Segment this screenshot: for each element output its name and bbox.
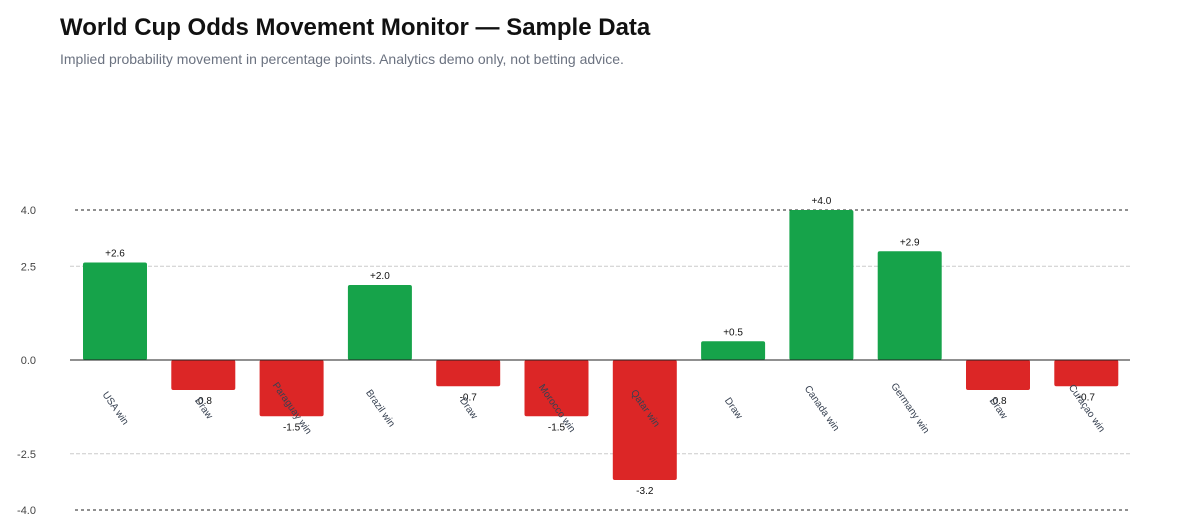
category-label: Canada win bbox=[802, 384, 841, 434]
bar bbox=[966, 360, 1030, 390]
grid-lines bbox=[70, 209, 1130, 511]
bar bbox=[259, 360, 324, 417]
category-label: Draw bbox=[722, 396, 745, 422]
value-label: +4.0 bbox=[812, 196, 832, 207]
y-axis-ticks: 4.0 2.5 0.0 -2.5 -4.0 bbox=[17, 205, 36, 517]
value-label: +2.0 bbox=[370, 271, 390, 282]
y-tick-label: -2.5 bbox=[17, 449, 36, 461]
category-label: USA win bbox=[100, 390, 131, 427]
bar bbox=[83, 262, 147, 360]
y-tick-label: 2.5 bbox=[21, 261, 36, 273]
bar bbox=[877, 251, 942, 360]
category-label: Brazil win bbox=[363, 388, 397, 429]
value-label: -1.5 bbox=[283, 422, 301, 433]
bar bbox=[789, 210, 854, 360]
value-label: +2.6 bbox=[105, 249, 125, 260]
y-tick-label: -4.0 bbox=[17, 505, 36, 517]
value-label: -0.8 bbox=[195, 396, 213, 407]
bar bbox=[436, 360, 501, 387]
y-tick-label: 4.0 bbox=[21, 205, 36, 217]
bar bbox=[171, 360, 236, 390]
value-labels: +2.6 -0.8 -1.5 +2.0 -0.7 -1.5 -3.2 +0.5 +4.0 +2.9… bbox=[105, 196, 1095, 497]
value-label: -0.7 bbox=[1078, 392, 1096, 403]
value-label: -0.8 bbox=[989, 396, 1007, 407]
bar bbox=[1054, 360, 1119, 387]
value-label: +2.9 bbox=[900, 237, 920, 248]
category-label: Curaçao win bbox=[1066, 383, 1107, 435]
bar bbox=[524, 360, 589, 417]
bar bbox=[701, 341, 766, 360]
bar bbox=[612, 360, 677, 480]
value-label: -1.5 bbox=[548, 422, 566, 433]
category-label: Germany win bbox=[888, 381, 931, 436]
category-labels: USA win Draw Paraguay win Brazil win Draw Mor… bbox=[100, 381, 1107, 437]
value-label: -3.2 bbox=[636, 486, 654, 497]
bars bbox=[83, 210, 1119, 480]
value-label: +0.5 bbox=[723, 327, 743, 338]
y-tick-label: 0.0 bbox=[21, 355, 36, 367]
chart-title: World Cup Odds Movement Monitor — Sample… bbox=[60, 14, 651, 41]
value-label: -0.7 bbox=[460, 392, 478, 403]
chart-subtitle: Implied probability movement in percenta… bbox=[60, 51, 624, 67]
bar bbox=[347, 285, 412, 360]
